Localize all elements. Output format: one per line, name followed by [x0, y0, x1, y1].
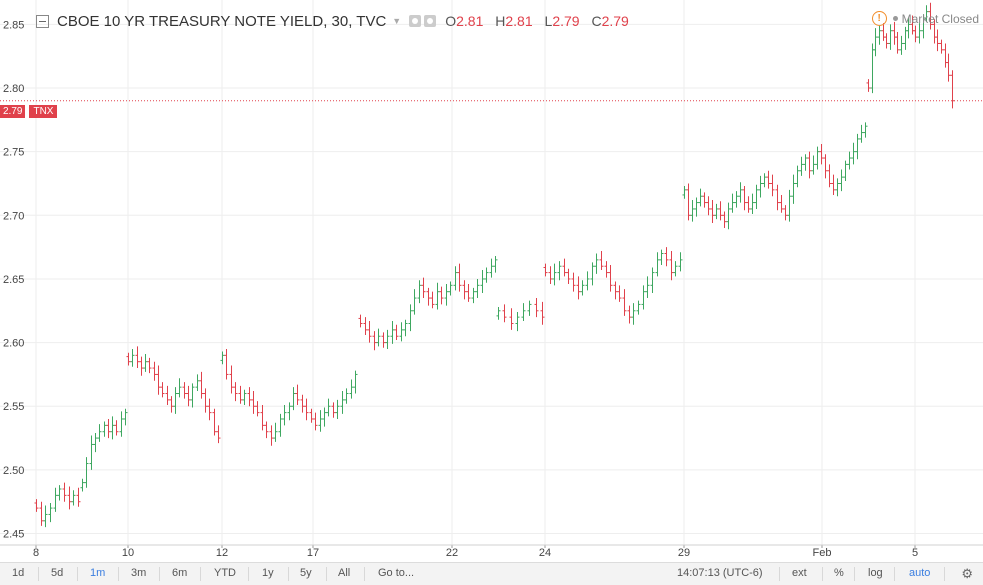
warning-icon: ! [871, 11, 887, 26]
range-5d[interactable]: 5d [51, 567, 64, 579]
low-value: 2.79 [552, 13, 580, 29]
x-tick-label: 22 [446, 547, 458, 559]
y-tick-label: 2.70 [3, 210, 24, 222]
divider [779, 567, 780, 581]
ext-toggle[interactable]: ext [792, 567, 807, 579]
close-value: 2.79 [601, 13, 629, 29]
ohlc-values: O2.81 H2.81 L2.79 C2.79 [445, 13, 637, 29]
divider [854, 567, 855, 581]
range-3m[interactable]: 3m [131, 567, 147, 579]
y-tick-label: 2.75 [3, 147, 24, 159]
divider [288, 567, 289, 581]
open-label: O [445, 13, 457, 29]
high-value: 2.81 [505, 13, 533, 29]
y-tick-label: 2.45 [3, 529, 24, 541]
clock-time[interactable]: 14:07:13 (UTC-6) [677, 567, 763, 579]
open-value: 2.81 [456, 13, 484, 29]
y-tick-label: 2.60 [3, 338, 24, 350]
goto-button[interactable]: Go to... [378, 567, 415, 579]
auto-toggle[interactable]: auto [909, 567, 931, 579]
bottom-toolbar: 1d 5d 1m 3m 6m YTD 1y 5y All Go to... 14… [0, 562, 983, 585]
close-label: C [591, 13, 602, 29]
x-tick-label: 12 [216, 547, 228, 559]
status-dot-icon [892, 16, 898, 21]
range-all[interactable]: All [338, 567, 351, 579]
y-tick-label: 2.50 [3, 465, 24, 477]
x-tick-label: 5 [912, 547, 918, 559]
visibility-icon[interactable] [409, 15, 422, 27]
y-tick-label: 2.85 [3, 19, 24, 31]
range-6m[interactable]: 6m [172, 567, 188, 579]
collapse-icon[interactable] [36, 14, 49, 28]
last-price-value: 2.79 [0, 105, 26, 118]
x-tick-label: 29 [678, 547, 690, 559]
range-1d[interactable]: 1d [12, 567, 25, 579]
divider [364, 567, 365, 581]
high-label: H [495, 13, 506, 29]
x-tick-label: Feb [813, 547, 832, 559]
log-toggle[interactable]: log [868, 567, 883, 579]
x-tick-label: 24 [539, 547, 551, 559]
divider [944, 567, 945, 581]
divider [326, 567, 327, 581]
range-ytd[interactable]: YTD [214, 567, 236, 579]
x-tick-label: 10 [122, 547, 134, 559]
divider [200, 567, 201, 581]
chart-legend: CBOE 10 YR TREASURY NOTE YIELD, 30, TVC … [36, 10, 637, 32]
percent-toggle[interactable]: % [834, 567, 844, 579]
settings-icon[interactable] [424, 15, 437, 27]
range-1m[interactable]: 1m [90, 567, 106, 579]
y-tick-label: 2.80 [3, 83, 24, 95]
market-status: ! Market Closed [871, 11, 979, 26]
divider [38, 567, 39, 581]
last-price-symbol: TNX [29, 105, 58, 118]
y-tick-label: 2.55 [3, 401, 24, 413]
chevron-down-icon[interactable]: ▼ [392, 16, 402, 26]
y-tick-label: 2.65 [3, 274, 24, 286]
chart-area[interactable]: 8 10 12 17 22 24 29 Feb 5 2.45 2.50 2.55 2.60 2.65 2.7… [0, 0, 983, 562]
last-price-tag: 2.79 TNX [0, 105, 58, 118]
x-tick-label: 8 [33, 547, 39, 559]
ohlc-chart[interactable]: 8 10 12 17 22 24 29 Feb 5 2.45 2.50 2.55 2.60 2.65 2.7… [0, 0, 983, 562]
market-status-label: Market Closed [901, 11, 979, 26]
divider [248, 567, 249, 581]
divider [894, 567, 895, 581]
symbol-title[interactable]: CBOE 10 YR TREASURY NOTE YIELD, 30, TVC [57, 12, 387, 30]
gear-icon[interactable]: ⚙ [961, 566, 973, 581]
divider [822, 567, 823, 581]
low-label: L [544, 13, 553, 29]
range-1y[interactable]: 1y [262, 567, 274, 579]
divider [77, 567, 78, 581]
x-tick-label: 17 [307, 547, 319, 559]
range-5y[interactable]: 5y [300, 567, 312, 579]
divider [159, 567, 160, 581]
divider [118, 567, 119, 581]
